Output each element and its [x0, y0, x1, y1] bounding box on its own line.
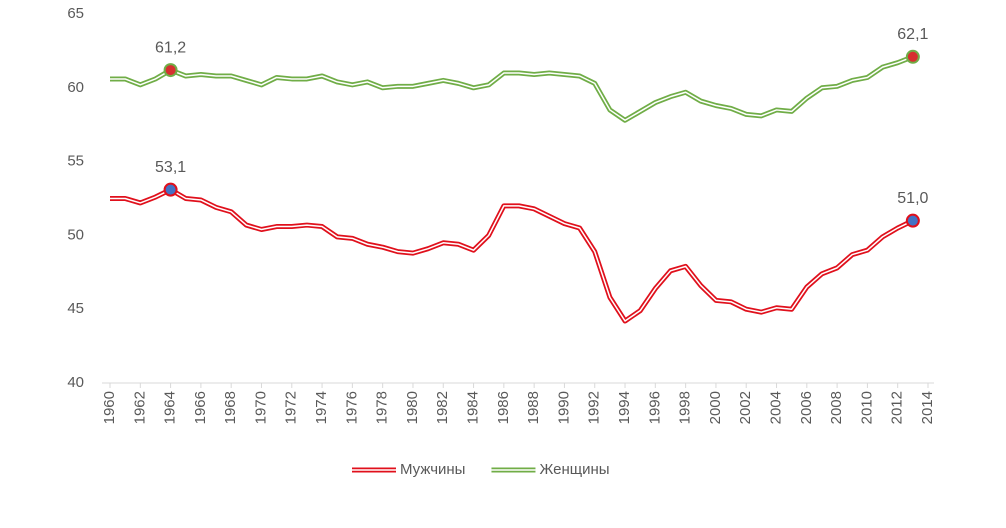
x-tick-label: 1994: [616, 391, 633, 424]
point-marker: [905, 49, 920, 64]
legend-label: Женщины: [539, 461, 609, 478]
x-tick-label: 2014: [919, 391, 936, 424]
point-marker: [163, 63, 178, 78]
x-tick-label: 1966: [192, 391, 209, 424]
y-tick-label: 45: [67, 300, 84, 317]
x-tick-label: 2002: [737, 391, 754, 424]
x-tick-label: 1990: [555, 391, 572, 424]
x-tick-label: 1978: [374, 391, 391, 424]
x-tick-label: 2004: [767, 391, 784, 424]
series-line-inner: [110, 188, 914, 322]
x-tick-label: 1984: [465, 391, 482, 424]
x-tick-label: 2006: [798, 391, 815, 424]
y-tick-label: 60: [67, 79, 84, 96]
x-tick-label: 2012: [889, 391, 906, 424]
y-tick-label: 65: [67, 5, 84, 22]
data-label: 61,2: [155, 39, 186, 56]
x-tick-label: 2008: [828, 391, 845, 424]
legend: Мужчины Женщины: [352, 461, 610, 478]
x-tick-label: 1968: [222, 391, 239, 424]
x-tick-label: 1974: [313, 391, 330, 424]
x-tick-label: 1996: [646, 391, 663, 424]
x-tick-label: 1980: [404, 391, 421, 424]
x-tick-label: 2010: [858, 391, 875, 424]
data-label: 62,1: [897, 26, 928, 43]
series-line-inner: [110, 56, 914, 122]
x-tick-label: 1964: [162, 391, 179, 424]
y-tick-label: 40: [67, 374, 84, 391]
data-label: 53,1: [155, 159, 186, 176]
x-tick-label: 1998: [677, 391, 694, 424]
x-tick-label: 1986: [495, 391, 512, 424]
y-tick-label: 55: [67, 153, 84, 170]
y-tick-label: 50: [67, 226, 84, 243]
x-tick-label: 1962: [131, 391, 148, 424]
x-tick-label: 1972: [283, 391, 300, 424]
x-tick-label: 1988: [525, 391, 542, 424]
legend-label: Мужчины: [400, 461, 465, 478]
series-line: [110, 187, 914, 324]
x-tick-label: 1970: [252, 391, 269, 424]
x-tick-label: 1982: [434, 391, 451, 424]
x-tick-label: 2000: [707, 391, 724, 424]
point-marker: [905, 213, 920, 228]
x-tick-label: 1992: [586, 391, 603, 424]
data-label: 51,0: [897, 190, 928, 207]
x-tick-label: 1960: [101, 391, 118, 424]
x-tick-label: 1976: [343, 391, 360, 424]
point-marker: [163, 182, 178, 197]
